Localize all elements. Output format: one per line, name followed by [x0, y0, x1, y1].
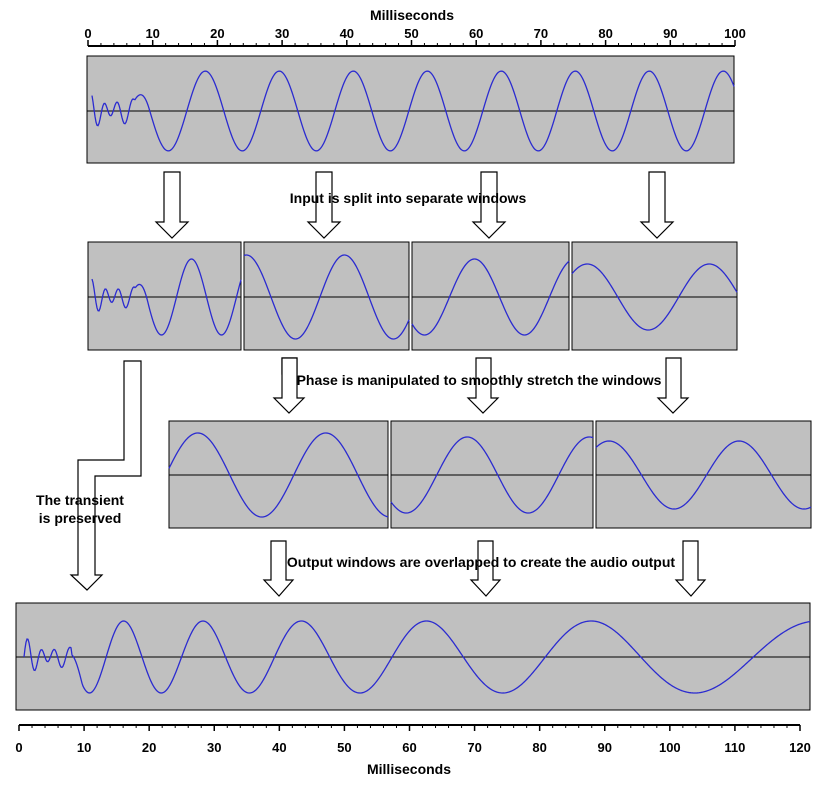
window-panel-3 — [411, 241, 570, 351]
bottom-axis-tick-label: 30 — [207, 740, 221, 755]
top-axis-ticks: 0 10 20 30 40 50 60 70 80 90 100 — [84, 26, 746, 46]
output-signal-panel — [15, 602, 811, 711]
bottom-axis-tick-label: 10 — [77, 740, 91, 755]
bottom-axis-tick-label: 100 — [659, 740, 681, 755]
window-panel-2 — [243, 241, 410, 351]
window-panel-4 — [571, 241, 738, 351]
phase-arrows — [272, 357, 690, 414]
stretched-waveform-2 — [390, 436, 594, 514]
top-axis-tick-label: 40 — [340, 26, 354, 41]
caption-overlap: Output windows are overlapped to create … — [287, 554, 675, 570]
down-arrow-icon — [471, 171, 507, 239]
down-arrow-icon — [262, 540, 295, 597]
top-axis: Milliseconds 0 10 20 30 40 50 60 70 80 90 100 — [84, 7, 746, 47]
window-panel-1 — [87, 241, 242, 351]
window-waveform-1 — [91, 258, 242, 336]
bottom-axis-tick-label: 60 — [402, 740, 416, 755]
bottom-axis-tick-label: 90 — [598, 740, 612, 755]
transient-bypass-arrow-icon — [69, 360, 142, 591]
top-axis-tick-label: 70 — [534, 26, 548, 41]
bottom-axis-tick-label: 0 — [15, 740, 22, 755]
input-waveform — [91, 70, 735, 152]
split-windows — [87, 241, 738, 351]
window-waveform-3 — [411, 258, 570, 336]
down-arrow-icon — [272, 357, 306, 414]
input-signal-panel — [86, 55, 735, 164]
bottom-axis-title: Milliseconds — [367, 761, 451, 777]
top-axis-tick-label: 100 — [724, 26, 746, 41]
down-arrow-icon — [656, 357, 690, 414]
stretched-windows — [168, 420, 812, 529]
caption-transient-line2: is preserved — [39, 510, 122, 526]
bottom-axis-tick-label: 80 — [532, 740, 546, 755]
caption-phase: Phase is manipulated to smoothly stretch… — [297, 372, 662, 388]
top-axis-tick-label: 90 — [663, 26, 677, 41]
bottom-axis-ticks: 0 10 20 30 40 50 60 70 80 90 100 110 120 — [15, 725, 811, 755]
stretched-waveform-3 — [595, 440, 812, 510]
output-waveform — [23, 620, 811, 694]
down-arrow-icon — [469, 540, 502, 597]
input-panel-background — [86, 55, 735, 164]
bottom-axis-tick-label: 110 — [724, 740, 745, 755]
top-axis-tick-label: 50 — [404, 26, 418, 41]
top-axis-tick-label: 30 — [275, 26, 289, 41]
top-axis-tick-label: 10 — [145, 26, 159, 41]
bottom-axis-tick-label: 20 — [142, 740, 156, 755]
caption-transient-line1: The transient — [36, 492, 124, 508]
bottom-axis-tick-label: 120 — [789, 740, 811, 755]
bottom-axis: 0 10 20 30 40 50 60 70 80 90 100 110 120 Millisecond… — [15, 724, 811, 777]
top-axis-tick-label: 60 — [469, 26, 483, 41]
stretched-waveform-1 — [168, 432, 389, 518]
split-arrows — [154, 171, 675, 239]
top-axis-tick-label: 0 — [84, 26, 91, 41]
top-axis-title: Milliseconds — [370, 7, 454, 23]
down-arrow-icon — [466, 357, 500, 414]
down-arrow-icon — [674, 540, 707, 597]
down-arrow-icon — [639, 171, 675, 239]
window-waveform-2 — [243, 254, 410, 340]
caption-split: Input is split into separate windows — [290, 190, 527, 206]
window-waveform-4 — [571, 263, 738, 331]
overlap-arrows — [262, 540, 707, 597]
down-arrow-icon — [306, 171, 342, 239]
bottom-axis-tick-label: 50 — [337, 740, 351, 755]
down-arrow-icon — [154, 171, 190, 239]
top-axis-tick-label: 20 — [210, 26, 224, 41]
top-axis-tick-label: 80 — [598, 26, 612, 41]
bottom-axis-tick-label: 40 — [272, 740, 286, 755]
bottom-axis-tick-label: 70 — [467, 740, 481, 755]
